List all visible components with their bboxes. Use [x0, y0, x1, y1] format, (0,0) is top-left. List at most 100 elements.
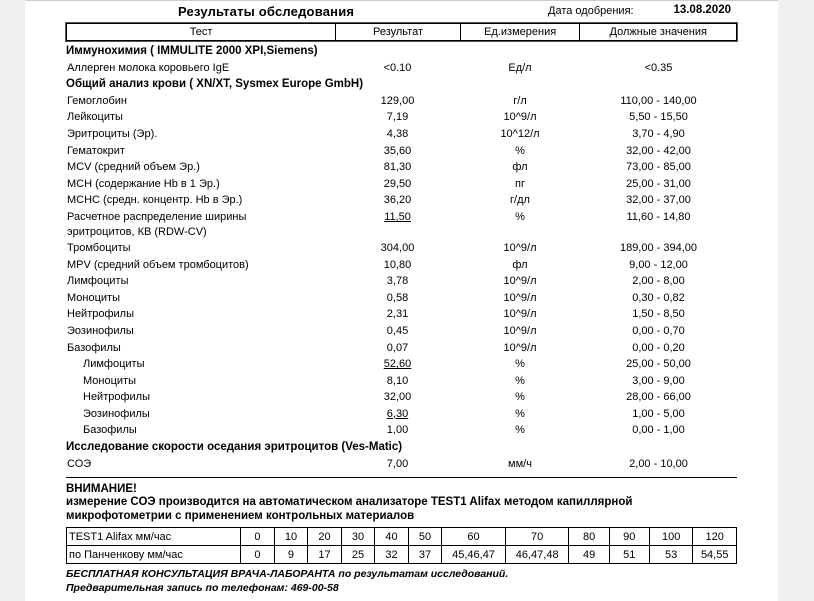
test-cell: MPV (средний объем тромбоцитов) — [67, 258, 249, 271]
conversion-body: TEST1 Alifax мм/час 0 10 20 30 40 50 60 70 80 90 10… — [65, 527, 737, 565]
conversion-cell: 100 — [648, 527, 694, 547]
notice-line-2: микрофотометрии с применением контрольны… — [66, 509, 415, 522]
result-cell: 11,50 — [335, 209, 460, 225]
table-row: Базофилы 1,00% 0,00 - 1,00 — [66, 422, 737, 439]
units-cell: Ед/л — [508, 61, 532, 74]
reference-cell: 2,00 - 8,00 — [632, 275, 685, 288]
conversion-cell: 37 — [407, 545, 443, 565]
reference-cell: 73,00 - 85,00 — [626, 161, 691, 174]
result-cell: 29,50 — [335, 176, 460, 192]
conversion-cell: 70 — [504, 527, 570, 547]
units-cell: 10^9/л — [503, 275, 537, 288]
result-cell: 304,00 — [335, 240, 460, 256]
conversion-cell: 40 — [374, 527, 409, 547]
table-row: СОЭ 7,00 мм/ч 2,00 - 10,00 — [66, 456, 737, 473]
footer-line-2: Предварительная запись по телефонам: 469… — [66, 582, 339, 595]
test-cell: Лимфоциты — [67, 275, 129, 288]
units-cell: % — [515, 407, 525, 420]
table-row: Эритроциты (Эр). 4,38 10^12/л 3,70 - 4,90 — [66, 126, 737, 143]
conversion-cell: 20 — [307, 527, 342, 547]
section-row: Исследование скорости оседания эритроцит… — [66, 441, 403, 454]
units-cell: 10^9/л — [503, 241, 537, 254]
reference-cell: 0,00 - 1,00 — [632, 424, 685, 437]
conversion-cell: 10 — [273, 527, 309, 547]
column-header-result: Результат — [335, 24, 460, 40]
result-value: 36,20 — [383, 194, 412, 207]
conversion-table: TEST1 Alifax мм/час 0 10 20 30 40 50 60 70 80 90 10… — [65, 527, 737, 565]
units-cell: % — [515, 210, 525, 223]
result-value: 35,60 — [383, 144, 412, 157]
result-value: 6,30 — [386, 407, 409, 420]
column-header-units: Ед.измерения — [459, 24, 580, 40]
table-row: Аллерген молока коровьего IgE <0.10 Ед/л <0… — [66, 60, 737, 77]
table-row: Лимфоциты 52,60% 25,00 - 50,00 — [66, 356, 737, 373]
result-cell: 0,07 — [335, 340, 460, 356]
units-cell: % — [515, 424, 525, 437]
approval-date-value: 13.08.2020 — [673, 4, 731, 16]
table-row: MPV (средний объем тромбоцитов) 10,80 фл 9,… — [66, 257, 737, 274]
test-cell: Эозинофилы — [83, 407, 150, 420]
test-cell: Нейтрофилы — [67, 308, 134, 321]
test-cell: Базофилы — [83, 424, 137, 437]
reference-cell: 5,50 - 15,50 — [629, 111, 688, 124]
test-cell: Эозинофилы — [67, 324, 134, 337]
approval-date-label: Дата одобрения: — [548, 5, 634, 17]
units-cell: % — [515, 144, 525, 157]
conversion-cell: 53 — [648, 545, 694, 565]
table-row: Моноциты 0,58 10^9/л 0,30 - 0,82 — [66, 290, 737, 307]
reference-cell: 2,00 - 10,00 — [629, 457, 688, 470]
result-cell: 1,00 — [335, 422, 460, 438]
test-cell: Моноциты — [83, 374, 136, 387]
reference-cell: 110,00 - 140,00 — [620, 94, 697, 107]
result-value: 129,00 — [380, 94, 415, 107]
conversion-cell: 0 — [240, 545, 275, 565]
units-cell: % — [515, 358, 525, 371]
conversion-cell: 0 — [240, 527, 275, 547]
reference-cell: 11,60 - 14,80 — [626, 210, 691, 223]
conversion-cell: 80 — [568, 527, 610, 547]
footer: БЕСПЛАТНАЯ КОНСУЛЬТАЦИЯ ВРАЧА-ЛАБОРАНТА … — [66, 567, 737, 595]
table-row: Тромбоциты 304,00 10^9/л 189,00 - 394,00 — [66, 240, 737, 257]
doc-header: Результаты обследования Дата одобрения: … — [66, 1, 737, 23]
column-header-test: Тест — [189, 26, 213, 38]
notice-line-1: измерение СОЭ производится на автоматиче… — [66, 496, 633, 509]
result-value: 0,58 — [386, 291, 409, 304]
reference-cell: 189,00 - 394,00 — [619, 241, 698, 254]
result-cell: 8,10 — [335, 373, 460, 389]
units-cell: 10^9/л — [503, 324, 537, 337]
footer-line-1: БЕСПЛАТНАЯ КОНСУЛЬТАЦИЯ ВРАЧА-ЛАБОРАНТА … — [66, 568, 509, 581]
conversion-cell: 51 — [608, 545, 650, 565]
table-row: Нейтрофилы 2,31 10^9/л 1,50 - 8,50 — [66, 306, 737, 323]
result-cell: 129,00 — [335, 93, 460, 109]
result-cell: 7,00 — [335, 456, 460, 472]
test-cell: Тромбоциты — [67, 241, 131, 254]
table-row: Нейтрофилы 32,00% 28,00 - 66,00 — [66, 389, 737, 406]
units-cell: 10^12/л — [500, 127, 540, 140]
result-cell: 0,45 — [335, 323, 460, 339]
reference-cell: 25,00 - 31,00 — [626, 177, 691, 190]
result-value: 1,00 — [386, 424, 409, 437]
reference-cell: 1,50 - 8,50 — [632, 308, 685, 321]
result-cell: 0,58 — [335, 290, 460, 306]
result-value: 304,00 — [380, 241, 415, 254]
table-row: Лимфоциты 3,78 10^9/л 2,00 - 8,00 — [66, 273, 737, 290]
result-value: 7,19 — [386, 111, 409, 124]
table-row: MCH (содержание Hb в 1 Эр.) 29,50 пг 25,00 … — [66, 176, 737, 193]
reference-cell: 25,00 - 50,00 — [626, 358, 691, 371]
reference-cell: 3,00 - 9,00 — [632, 374, 685, 387]
conversion-cell: 45,46,47 — [441, 545, 506, 565]
conversion-cell: 32 — [374, 545, 409, 565]
notice-divider — [66, 477, 737, 479]
test-cell: Гемоглобин — [67, 94, 127, 107]
units-cell: 10^9/л — [503, 291, 537, 304]
result-value: 7,00 — [386, 457, 409, 470]
reference-cell: 0,30 - 0,82 — [632, 291, 685, 304]
units-cell: г/л — [513, 94, 527, 107]
conversion-cell: 9 — [273, 545, 309, 565]
table-row: Эозинофилы 0,45 10^9/л 0,00 - 0,70 — [66, 323, 737, 340]
conversion-cell: 25 — [340, 545, 376, 565]
conversion-row: TEST1 Alifax мм/час 0 10 20 30 40 50 60 70 80 90 10… — [65, 527, 737, 547]
test-cell: Расчетное распределение ширины эритроцито… — [67, 210, 247, 238]
reference-cell: 32,00 - 42,00 — [626, 144, 691, 157]
units-cell: 10^9/л — [503, 111, 537, 124]
